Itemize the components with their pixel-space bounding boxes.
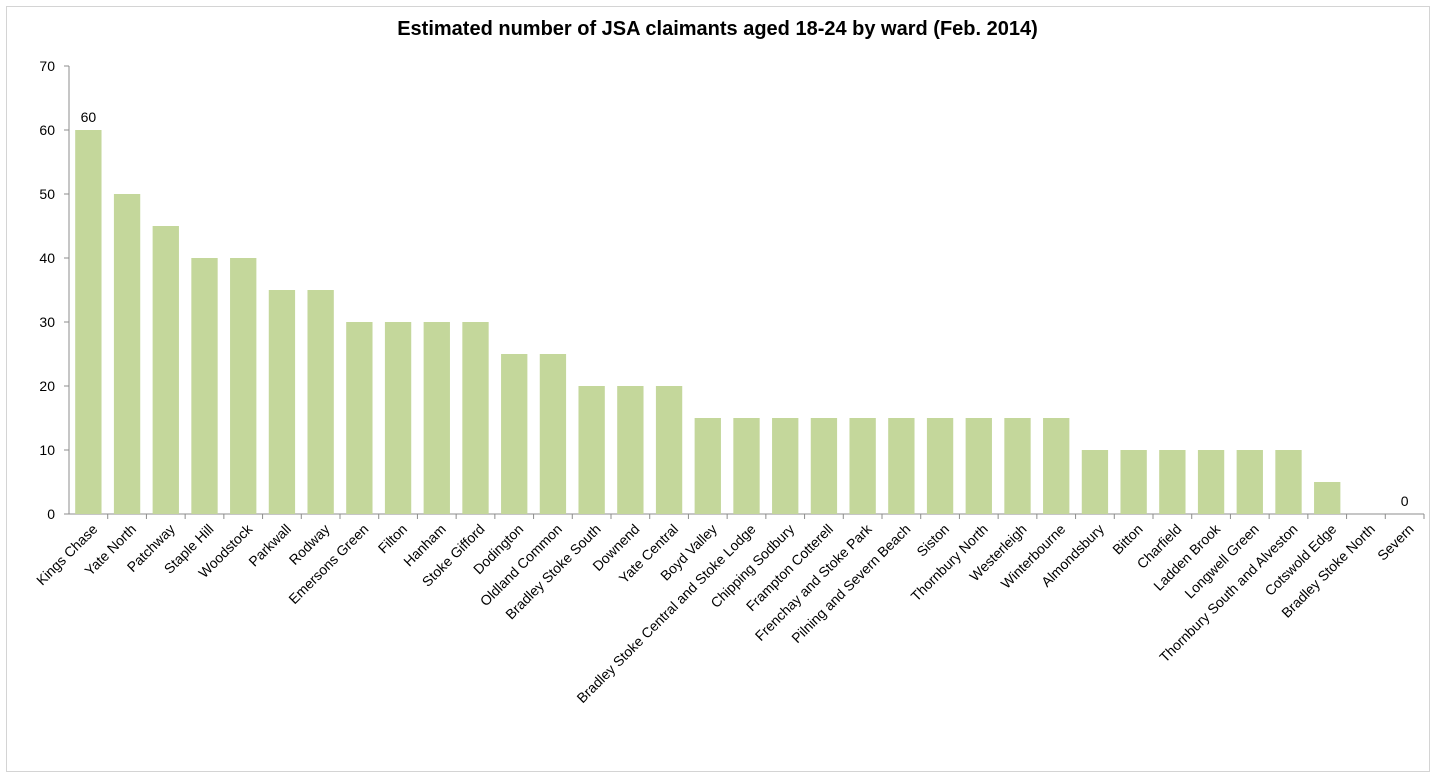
bar [1159, 450, 1186, 514]
bar [849, 418, 876, 514]
bar [113, 194, 141, 514]
bar [307, 290, 334, 514]
bar [423, 322, 450, 514]
bar [694, 418, 721, 514]
bar [191, 258, 218, 514]
category-label: Severn [1374, 521, 1417, 564]
bar [75, 130, 102, 514]
bar [965, 418, 992, 514]
y-tick-label: 40 [39, 250, 55, 266]
bar [772, 418, 799, 514]
y-tick-label: 50 [39, 186, 55, 202]
chart-title: Estimated number of JSA claimants aged 1… [397, 18, 1038, 40]
bar [462, 322, 489, 514]
bar [1314, 482, 1341, 514]
y-tick-label: 0 [47, 506, 55, 522]
bar [346, 322, 373, 514]
category-label: Bradley Stoke Central and Stoke Lodge [573, 521, 758, 706]
data-label: 60 [81, 109, 97, 125]
y-tick-label: 70 [39, 58, 55, 74]
y-tick-label: 60 [39, 122, 55, 138]
bar [733, 418, 760, 514]
bar [1043, 418, 1070, 514]
bar [578, 386, 605, 514]
category-label: Parkwall [245, 521, 294, 570]
y-tick-label: 30 [39, 314, 55, 330]
bar [617, 386, 644, 514]
category-label: Ladden Brook [1150, 520, 1224, 594]
category-label: Bitton [1109, 521, 1146, 558]
bar [926, 418, 954, 514]
bar [1236, 450, 1263, 514]
bar [268, 290, 296, 514]
bars [75, 130, 1341, 514]
y-tick-label: 20 [39, 378, 55, 394]
category-label: Kings Chase [33, 521, 101, 589]
bar [230, 258, 257, 514]
bar [1275, 450, 1302, 514]
bar [384, 322, 412, 514]
data-label: 0 [1401, 493, 1409, 509]
bar [501, 354, 528, 514]
y-tick-label: 10 [39, 442, 55, 458]
bar [655, 386, 683, 514]
bar [1081, 450, 1109, 514]
category-label: Filton [375, 521, 411, 557]
bar [1120, 450, 1147, 514]
bar [1197, 450, 1225, 514]
bar [1004, 418, 1031, 514]
bar [888, 418, 915, 514]
bar [152, 226, 179, 514]
bar [810, 418, 838, 514]
bar [539, 354, 567, 514]
